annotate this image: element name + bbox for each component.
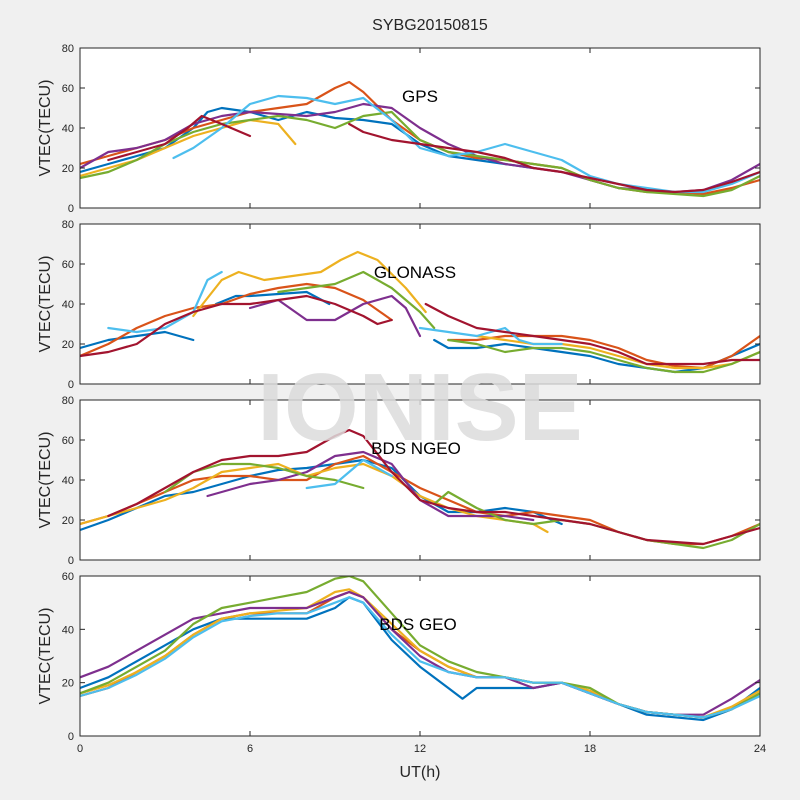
y-tick-label: 40 xyxy=(62,624,74,636)
y-tick-label: 60 xyxy=(62,83,74,95)
series-group xyxy=(80,80,760,198)
series-line-9 xyxy=(447,338,760,374)
series-line-4 xyxy=(80,110,760,198)
series-line-6 xyxy=(475,334,760,370)
y-tick-label: 60 xyxy=(62,571,74,583)
series-line-5 xyxy=(192,250,427,318)
panel-label: BDS NGEO xyxy=(371,439,461,458)
series-line-7 xyxy=(107,428,760,546)
series-line-4 xyxy=(447,334,760,370)
series-group xyxy=(80,576,760,722)
series-line-8 xyxy=(277,270,436,330)
y-tick-label: 0 xyxy=(68,731,74,743)
series-line-1 xyxy=(214,290,331,306)
series-line-0 xyxy=(80,596,760,722)
y-tick-label: 0 xyxy=(68,203,74,215)
panel-label: GPS xyxy=(402,87,438,106)
y-tick-label: 80 xyxy=(62,43,74,55)
y-tick-label: 80 xyxy=(62,395,74,407)
panel-1: 0 20 40 60 80 VTEC(TECU) GLONASS xyxy=(37,219,761,391)
series-line-10 xyxy=(107,270,223,334)
y-axis-label: VTEC(TECU) xyxy=(37,80,54,177)
series-line-12 xyxy=(80,294,393,358)
series-line-3 xyxy=(206,450,535,522)
y-axis-label: VTEC(TECU) xyxy=(37,432,54,529)
x-tick-label: 12 xyxy=(414,743,426,755)
y-tick-label: 80 xyxy=(62,219,74,231)
y-tick-label: 20 xyxy=(62,163,74,175)
series-line-2 xyxy=(80,118,297,178)
panel-3: 0 20 40 60 0 6 12 18 24 VTEC(TECU) BDS GEO xyxy=(37,571,766,755)
panel-label: BDS GEO xyxy=(379,615,456,634)
y-tick-label: 20 xyxy=(62,339,74,351)
series-line-13 xyxy=(424,302,760,366)
series-line-7 xyxy=(348,122,760,194)
series-line-0 xyxy=(80,330,195,350)
panel-2: 0 20 40 60 80 VTEC(TECU) BDS NGEO xyxy=(37,395,761,567)
y-tick-label: 40 xyxy=(62,123,74,135)
series-line-11 xyxy=(418,326,563,346)
y-tick-label: 0 xyxy=(68,555,74,567)
y-tick-label: 20 xyxy=(62,515,74,527)
x-axis-label: UT(h) xyxy=(400,764,441,781)
y-tick-label: 40 xyxy=(62,475,74,487)
x-tick-label: 6 xyxy=(247,743,253,755)
y-tick-label: 20 xyxy=(62,678,74,690)
series-group xyxy=(80,250,760,374)
x-tick-label: 24 xyxy=(754,743,766,755)
series-group xyxy=(80,428,760,550)
y-axis-label: VTEC(TECU) xyxy=(37,256,54,353)
series-line-6 xyxy=(107,114,252,162)
y-axis-label: VTEC(TECU) xyxy=(37,608,54,705)
series-line-6 xyxy=(305,458,393,490)
x-tick-label: 0 xyxy=(77,743,83,755)
figure-title: SYBG20150815 xyxy=(372,17,488,34)
y-tick-label: 60 xyxy=(62,259,74,271)
series-line-5 xyxy=(80,596,760,719)
watermark-text: IONISE xyxy=(257,354,582,461)
panel-label: GLONASS xyxy=(374,263,456,282)
y-tick-label: 0 xyxy=(68,379,74,391)
x-tick-label: 18 xyxy=(584,743,596,755)
y-tick-label: 40 xyxy=(62,299,74,311)
panel-0: 0 20 40 60 80 VTEC(TECU) GPS xyxy=(37,43,761,215)
y-tick-label: 60 xyxy=(62,435,74,447)
series-line-7 xyxy=(248,294,422,338)
